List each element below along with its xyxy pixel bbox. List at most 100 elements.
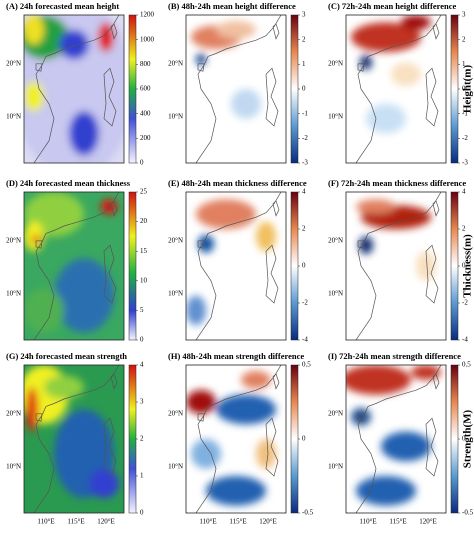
colorbar-label: 0	[462, 85, 466, 93]
colorbar-label: -1	[302, 109, 308, 117]
lon-label: 110°E	[37, 518, 54, 526]
panel: (F) 72h-24h mean thickness difference 20°…	[328, 178, 468, 344]
panel: (G) 24h forecasted mean strength 20°N 10°N…	[6, 351, 144, 526]
colorbar-label: 800	[140, 60, 151, 68]
lat-label: 10°N	[168, 290, 183, 298]
colorbar-label: 0	[462, 435, 466, 443]
colorbar-label: 3	[462, 11, 466, 19]
lon-label: 110°E	[199, 518, 216, 526]
colorbar-label: -0.5	[462, 509, 474, 517]
colorbar-label: 5	[140, 306, 144, 314]
field-blob	[24, 15, 44, 45]
field-blob	[391, 62, 421, 87]
colorbar-label: 0	[140, 336, 144, 344]
map	[186, 192, 286, 340]
colorbar-label: -3	[462, 159, 468, 167]
field-blob	[206, 476, 266, 506]
lat-label: 10°N	[6, 113, 21, 121]
map-frame	[345, 364, 447, 514]
colorbar-label: 2	[302, 35, 306, 43]
panel-title: (B) 48h-24h mean height difference	[168, 1, 296, 11]
panel-title: (H) 48h-24h mean strength difference	[168, 351, 304, 361]
map	[346, 192, 446, 340]
map-frame	[185, 191, 287, 341]
lon-label: 115°E	[229, 518, 246, 526]
colorbar-label: -4	[302, 336, 308, 344]
field-blob	[69, 111, 99, 156]
colorbar-label: 20	[140, 217, 148, 225]
lat-label: 20°N	[6, 59, 21, 67]
field-blob	[231, 89, 261, 119]
field-blob	[366, 103, 406, 134]
panel: (C) 72h-24h mean height difference20°N10…	[328, 1, 468, 167]
panel: (D) 24h forecasted mean thickness 20°N 10°…	[6, 178, 148, 344]
field-blob	[59, 29, 89, 60]
colorbar	[128, 191, 137, 341]
colorbar-label: 4	[302, 188, 306, 196]
lat-label: 10°N	[6, 290, 21, 298]
colorbar-label: 200	[140, 134, 151, 142]
colorbar-label: -3	[302, 159, 308, 167]
panel-title: (C) 72h-24h mean height difference	[328, 1, 456, 11]
field-blob	[24, 288, 64, 333]
colorbar	[128, 14, 137, 164]
colorbar-label: 2	[462, 35, 466, 43]
lat-label: 20°N	[6, 236, 21, 244]
field-blob	[216, 394, 276, 425]
colorbar-label: 0	[302, 262, 306, 270]
coastline	[195, 192, 282, 340]
colorbar-label: 0	[140, 159, 144, 167]
colorbar	[290, 14, 299, 164]
lon-label: 120°E	[259, 518, 277, 526]
colorbar-label: 3	[140, 398, 144, 406]
lat-label: 20°N	[168, 236, 183, 244]
field-blob	[186, 390, 216, 414]
panel: (I) 72h-24h mean strength difference 20°N…	[328, 351, 474, 526]
lat-label: 20°N	[328, 59, 343, 67]
colorbar-label: 15	[140, 247, 148, 255]
colorbar-label: 0.5	[302, 361, 311, 369]
map-frame	[345, 14, 447, 164]
field-blob	[401, 15, 431, 30]
colorbar-label: 400	[140, 109, 151, 117]
field-blob	[241, 370, 271, 389]
colorbar-label: -2	[462, 134, 468, 142]
field-blob	[26, 387, 38, 432]
coastline	[33, 192, 120, 340]
colorbar	[290, 364, 299, 514]
colorbar-label: 3	[302, 11, 306, 19]
colorbar	[128, 364, 137, 514]
map-frame	[23, 191, 125, 341]
map	[346, 365, 446, 513]
coastline	[33, 15, 120, 163]
panel-title: (D) 24h forecasted mean thickness	[6, 178, 131, 188]
field-blob	[360, 54, 372, 70]
field-blob	[351, 22, 421, 52]
map-frame	[345, 191, 447, 341]
panel-title: (F) 72h-24h mean thickness difference	[328, 178, 466, 188]
colorbar-label: -2	[302, 134, 308, 142]
colorbar-label: -2	[462, 299, 468, 307]
colorbar-label: 600	[140, 85, 151, 93]
colorbar-label: 10	[140, 276, 148, 284]
field	[191, 20, 261, 119]
lon-label: 120°E	[97, 518, 115, 526]
colorbar	[450, 364, 459, 514]
colorbar-label: 0.5	[462, 361, 471, 369]
field	[24, 192, 117, 333]
panel: (B) 48h-24h mean height difference20°N10…	[168, 1, 308, 167]
colorbar-label: 1	[140, 472, 144, 480]
colorbar-label: -1	[462, 109, 468, 117]
lat-label: 10°N	[6, 463, 21, 471]
field-blob	[196, 53, 206, 66]
field-blob	[216, 20, 256, 39]
panel-title: (E) 48h-24h mean thickness difference	[168, 178, 307, 188]
field-blob	[256, 439, 276, 469]
colorbar-label: 4	[462, 188, 466, 196]
colorbar-label: 2	[302, 225, 306, 233]
row-label: Strength(M)	[462, 409, 474, 468]
field-blob	[89, 468, 119, 499]
lat-label: 20°N	[168, 59, 183, 67]
colorbar-label: 4	[140, 361, 144, 369]
